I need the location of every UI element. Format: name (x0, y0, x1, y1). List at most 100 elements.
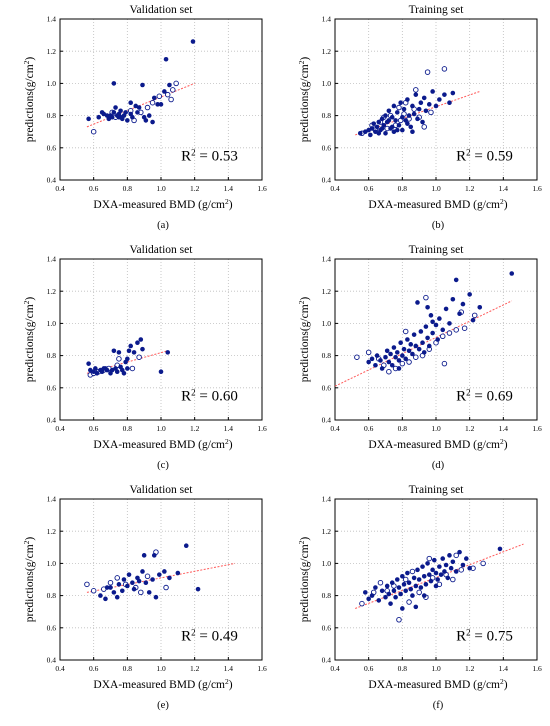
data-point-filled (128, 343, 133, 349)
data-point-filled (411, 575, 417, 581)
data-point-filled (400, 114, 405, 120)
x-tick-label: 1.4 (224, 664, 234, 673)
data-point-filled (421, 593, 427, 598)
data-point-open (406, 359, 412, 365)
data-point-open (396, 616, 402, 623)
data-point-filled (420, 340, 425, 346)
r-squared-label: R2 = 0.59 (456, 148, 513, 165)
x-axis-label-sup: 2 (500, 437, 504, 446)
y-tick-label: 1.4 (322, 255, 332, 264)
data-point-filled (363, 590, 368, 595)
data-point-filled (357, 131, 363, 136)
data-point-filled (403, 588, 408, 594)
x-axis-label: DXA-measured BMD (g/cm2) (93, 437, 232, 452)
data-point-open (84, 581, 90, 588)
data-point-filled (86, 361, 91, 366)
x-tick-label: 1.0 (431, 664, 441, 673)
data-point-filled (405, 570, 410, 576)
panel-label: (b) (432, 220, 445, 231)
scatter-panel: 0.4 0.6 0.8 1.0 1.2 1.4 1.6 0.4 0.6 0.8 1.0 1.2 1.4 V… (22, 4, 267, 231)
data-point-filled (141, 553, 147, 558)
data-point-filled (140, 82, 145, 88)
data-point-open (149, 99, 156, 106)
data-point-filled (96, 114, 102, 120)
data-point-filled (130, 114, 135, 120)
data-point-filled (447, 321, 452, 326)
data-point-open (365, 349, 372, 356)
data-point-filled (400, 606, 405, 611)
data-point-filled (450, 90, 456, 96)
data-point-filled (396, 122, 402, 128)
y-tick-label: 1.4 (47, 495, 57, 504)
y-axis-label-text: predictions(g/cm (299, 544, 311, 622)
data-point-filled (442, 569, 447, 574)
r-squared-value: = 0.60 (196, 389, 238, 405)
x-axis-label-sup: 2 (225, 437, 229, 446)
x-tick-label: 0.8 (123, 424, 133, 433)
data-point-open (413, 87, 419, 93)
data-point-filled (379, 126, 385, 131)
chart-title: Training set (409, 4, 465, 16)
data-point-open (144, 104, 151, 111)
data-point-open (107, 579, 114, 586)
scatter-panel: 0.4 0.6 0.8 1.0 1.2 1.4 1.6 0.4 0.6 0.8 1.0 1.2 1.4 T… (297, 4, 542, 231)
y-axis-label-text: predictions(g/cm (299, 304, 311, 382)
y-axis-label-sup: 2 (297, 540, 306, 544)
data-point-filled (386, 108, 392, 114)
y-axis-label-close: ) (24, 57, 36, 61)
data-point-filled (116, 582, 122, 587)
chart-title: Training set (409, 484, 465, 496)
r-squared-label: R2 = 0.53 (181, 148, 238, 165)
data-point-filled (190, 39, 196, 44)
data-point-open (441, 360, 448, 367)
data-point-filled (153, 594, 159, 600)
data-point-filled (135, 110, 140, 115)
data-point-filled (396, 358, 402, 363)
x-tick-label: 0.8 (398, 664, 408, 673)
data-point-open (458, 567, 464, 573)
data-point-filled (438, 572, 444, 577)
r-squared-value: = 0.69 (471, 389, 513, 405)
y-axis-label: predictions(g/cm2) (22, 57, 37, 143)
data-point-filled (435, 337, 440, 342)
data-point-filled (158, 102, 164, 107)
data-point-open (416, 589, 422, 596)
data-point-filled (140, 569, 145, 574)
r-squared-value: = 0.49 (196, 629, 238, 645)
data-point-filled (433, 570, 439, 576)
data-point-open (164, 91, 171, 98)
data-point-filled (442, 92, 447, 97)
data-point-filled (379, 116, 385, 122)
x-axis-label-text: DXA-measured BMD (g/cm (93, 439, 225, 451)
y-tick-label: 0.8 (322, 111, 332, 120)
x-tick-label: 0.6 (364, 424, 374, 433)
r-squared-symbol: R (181, 149, 191, 165)
data-point-filled (411, 332, 417, 337)
x-tick-label: 1.4 (499, 184, 509, 193)
y-tick-label: 1.0 (322, 559, 332, 568)
x-tick-label: 1.6 (532, 424, 542, 433)
x-axis-label-sup: 2 (225, 677, 229, 686)
data-point-filled (379, 366, 385, 371)
y-tick-label: 0.6 (322, 383, 332, 392)
data-point-filled (408, 342, 414, 347)
data-point-filled (432, 557, 437, 563)
x-tick-label: 1.0 (156, 184, 166, 193)
data-point-filled (389, 580, 395, 586)
data-point-filled (398, 100, 403, 106)
x-tick-label: 0.8 (398, 184, 408, 193)
y-tick-label: 1.0 (47, 559, 57, 568)
data-point-open (163, 584, 169, 591)
data-point-filled (415, 116, 420, 122)
x-tick-label: 1.0 (156, 424, 166, 433)
y-tick-label: 0.6 (47, 623, 57, 632)
r-squared-sup: 2 (191, 148, 196, 158)
scatter-panel: 0.4 0.6 0.8 1.0 1.2 1.4 1.6 0.4 0.6 0.8 1.0 1.2 1.4 V… (22, 484, 267, 711)
y-axis-label: predictions(g/cm2) (297, 57, 312, 143)
x-tick-label: 0.8 (123, 664, 133, 673)
data-point-filled (425, 335, 430, 341)
r-squared-sup: 2 (191, 388, 196, 398)
data-point-open (129, 365, 136, 372)
y-tick-label: 1.4 (322, 15, 332, 24)
